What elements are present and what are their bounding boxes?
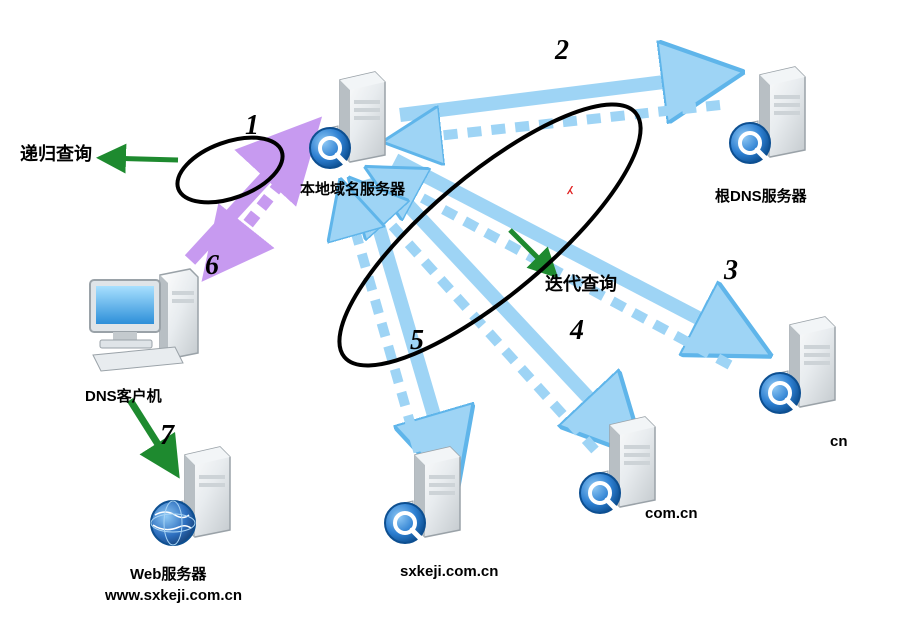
diagram-canvas: 本地域名服务器 根DNS服务器 cn com.cn sxkeji.com.cn …: [0, 0, 914, 623]
sxkeji-dns-label: sxkeji.com.cn: [400, 563, 498, 581]
arrows-blue-dashed: [345, 105, 730, 475]
cn-dns-label: cn: [830, 433, 848, 451]
root-dns-icon: [730, 67, 805, 163]
step-2: 2: [555, 35, 569, 67]
iterative-query-label: 迭代查询: [545, 270, 617, 296]
arrows-purple: [190, 135, 305, 265]
cursor-caret: ⁁: [568, 175, 572, 195]
step-3: 3: [724, 255, 738, 287]
step-6: 6: [205, 250, 219, 282]
root-dns-label: 根DNS服务器: [715, 185, 807, 206]
recursive-query-label: 递归查询: [20, 140, 92, 166]
local-dns-label: 本地域名服务器: [300, 178, 405, 199]
web-server-sublabel: www.sxkeji.com.cn: [105, 587, 242, 605]
local-dns-icon: [310, 72, 385, 168]
client-label: DNS客户机: [85, 385, 162, 406]
client-pc-icon: [90, 269, 198, 371]
step-4: 4: [570, 315, 584, 347]
sxkeji-dns-icon: [385, 447, 460, 543]
comcn-dns-icon: [580, 417, 655, 513]
step-1: 1: [245, 110, 259, 142]
web-server-label: Web服务器: [130, 563, 206, 584]
step-5: 5: [410, 325, 424, 357]
cn-dns-icon: [760, 317, 835, 413]
diagram-svg: [0, 0, 914, 623]
comcn-dns-label: com.cn: [645, 505, 698, 523]
step-7: 7: [160, 420, 174, 452]
web-server-icon: [151, 447, 230, 545]
